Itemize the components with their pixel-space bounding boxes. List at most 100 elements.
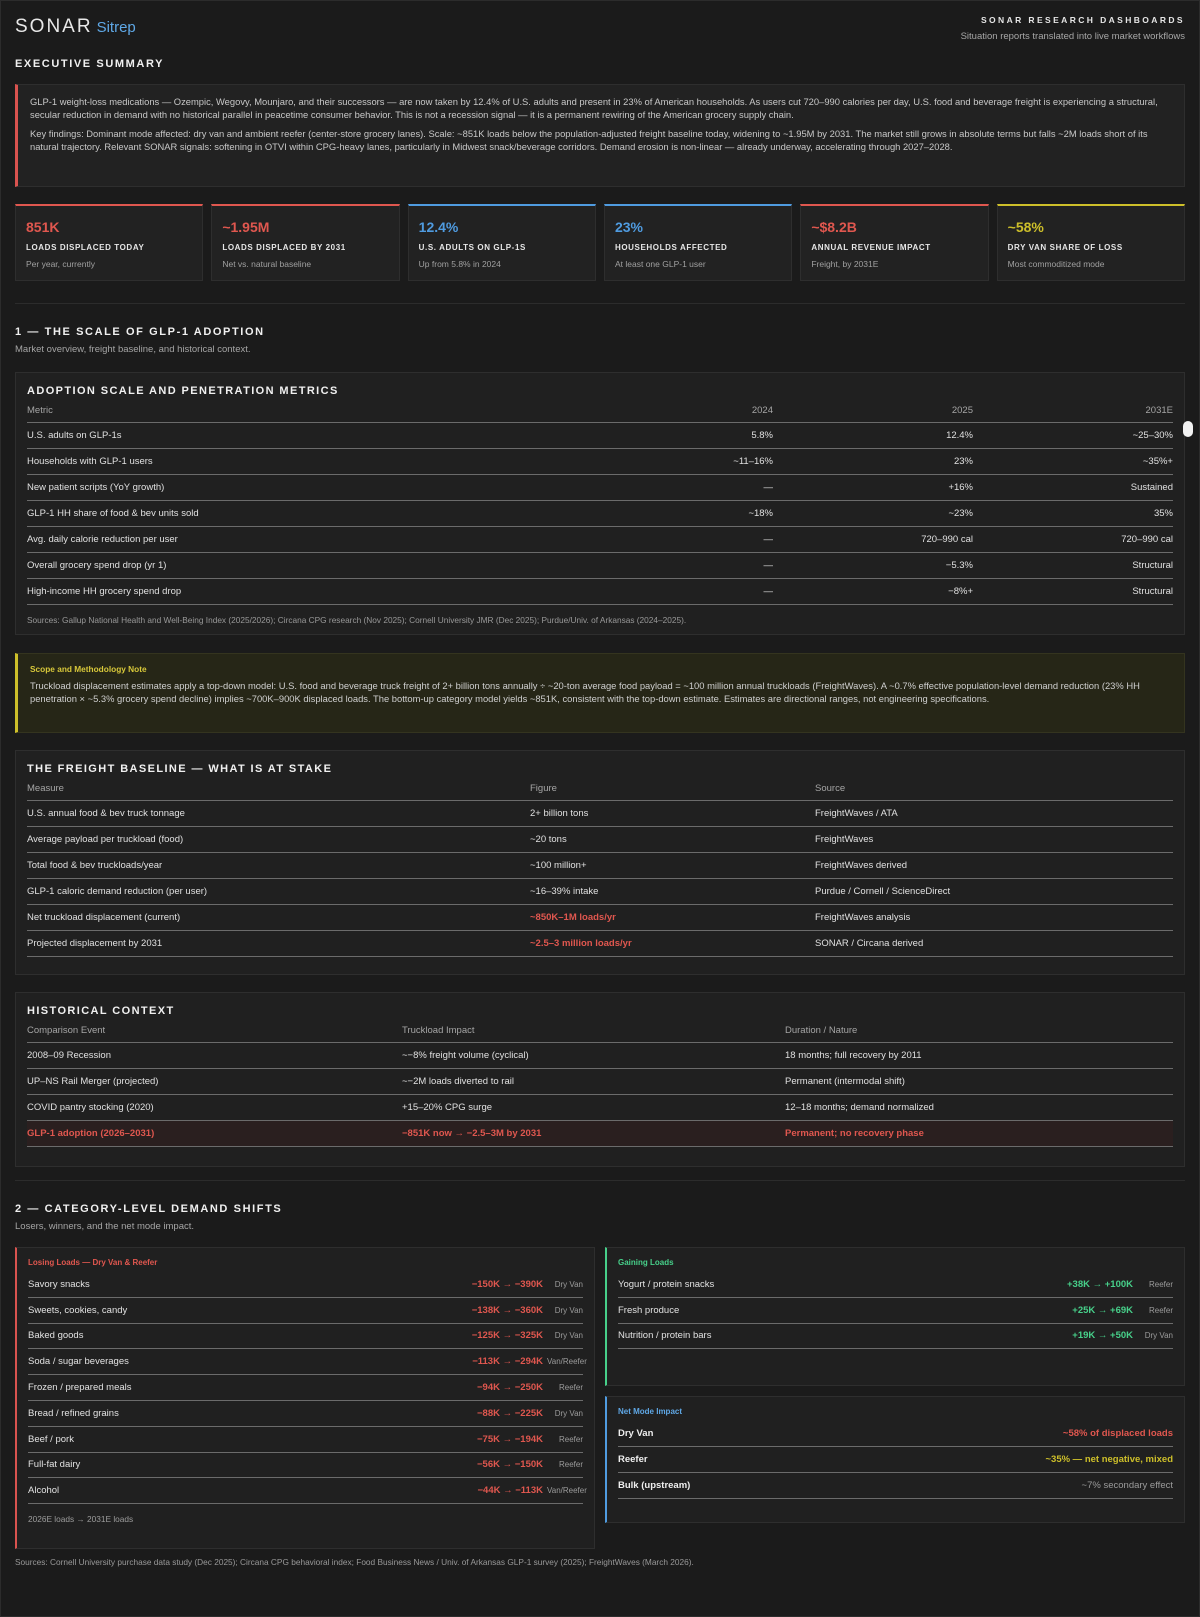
historical-table: Comparison Event Truckload Impact Durati… (27, 1025, 1173, 1147)
list-item: Soda / sugar beverages −113K → −294K Van/R… (28, 1349, 587, 1376)
mode-name: Dry Van (618, 1428, 654, 1439)
col-figure: Figure (530, 783, 815, 801)
col-duration: Duration / Nature (785, 1025, 1173, 1043)
top-bar: SONAR Sitrep SONAR RESEARCH DASHBOARDS Si… (15, 1, 1185, 47)
table-cell: 2008–09 Recession (27, 1042, 402, 1069)
kpi-subtext: Net vs. natural baseline (222, 259, 312, 269)
table-cell: — (613, 552, 773, 579)
table-cell: Net truckload displacement (current) (27, 904, 530, 931)
table-cell: Structural (973, 552, 1173, 579)
col-impact: Truckload Impact (402, 1025, 785, 1043)
kpi-subtext: At least one GLP-1 user (614, 259, 706, 269)
col-source: Source (815, 783, 1173, 801)
section1-subtitle: Market overview, freight baseline, and h… (15, 344, 251, 355)
table-cell: — (613, 526, 773, 553)
header-dashboards-title[interactable]: SONAR RESEARCH DASHBOARDS (980, 15, 1185, 25)
table-cell: Average payload per truckload (food) (27, 826, 530, 853)
table-row: Net truckload displacement (current) ~850… (27, 904, 1173, 931)
category-loads: −94K → −250K (476, 1382, 543, 1394)
kpi-label: HOUSEHOLDS AFFECTED (614, 243, 728, 252)
table-cell: GLP-1 HH share of food & bev units sold (27, 500, 613, 527)
historical-panel: HISTORICAL CONTEXT Comparison Event Truc… (15, 992, 1185, 1167)
list-item: Alcohol −44K → −113K Van/Reefer (28, 1478, 587, 1505)
list-item: Frozen / prepared meals −94K → −250K Reefe… (28, 1375, 583, 1401)
category-name: Frozen / prepared meals (28, 1382, 132, 1394)
list-item: Bread / refined grains −88K → −225K Dry Va… (28, 1401, 583, 1427)
list-item: Bulk (upstream) ~7% secondary effect (618, 1473, 1173, 1499)
table-cell: New patient scripts (YoY growth) (27, 474, 613, 501)
mode-name: Reefer (618, 1454, 648, 1465)
baseline-header-row: Measure Figure Source (27, 783, 1173, 801)
right-column: Gaining Loads Yogurt / protein snacks +38… (605, 1247, 1185, 1549)
gaining-loads-box: Gaining Loads Yogurt / protein snacks +38… (605, 1247, 1185, 1386)
category-mode: Reefer (1148, 1305, 1173, 1315)
mode-name: Bulk (upstream) (618, 1480, 691, 1491)
col-metric: Metric (27, 405, 613, 423)
category-mode: Van/Reefer (547, 1357, 587, 1367)
list-item: Full-fat dairy −56K → −150K Reefer (28, 1453, 583, 1479)
kpi-label: U.S. ADULTS ON GLP-1S (418, 243, 526, 252)
category-mode: Dry Van (554, 1408, 583, 1418)
table-row: UP–NS Rail Merger (projected) ~−2M loads … (27, 1068, 1173, 1095)
table-cell: ~20 tons (530, 826, 815, 853)
kpi-value: 12.4% (418, 219, 459, 235)
table-cell: 23% (773, 448, 973, 475)
kpi-label: ANNUAL REVENUE IMPACT (811, 243, 931, 252)
scroll-handle[interactable] (1183, 421, 1193, 437)
list-item: Sweets, cookies, candy −138K → −360K Dry V… (28, 1298, 583, 1324)
category-mode: Reefer (558, 1383, 583, 1393)
table-row: Avg. daily calorie reduction per user —72… (27, 526, 1173, 553)
table-cell: UP–NS Rail Merger (projected) (27, 1068, 402, 1095)
brand-logo[interactable]: SONAR Sitrep (15, 16, 136, 38)
category-loads: +19K → +50K (1072, 1330, 1133, 1342)
kpi-value: ~1.95M (222, 219, 270, 235)
category-loads: +25K → +69K (1072, 1304, 1133, 1316)
category-loads: −125K → −325K (471, 1330, 543, 1342)
kpi-card: 12.4% U.S. ADULTS ON GLP-1S Up from 5.8% i… (407, 204, 596, 281)
section2-subtitle: Losers, winners, and the net mode impact… (15, 1221, 195, 1232)
col-2031e: 2031E (973, 405, 1173, 423)
exec-summary-box: GLP-1 weight-loss medications — Ozempic,… (15, 84, 1185, 187)
table-cell: Total food & bev truckloads/year (27, 852, 530, 879)
losing-loads-list: Savory snacks −150K → −390K Dry Van Sweets,… (28, 1272, 587, 1505)
table-cell: +16% (773, 474, 973, 501)
category-name: Soda / sugar beverages (28, 1356, 129, 1368)
table-cell: ~25–30% (973, 422, 1173, 449)
table-row: U.S. adults on GLP-1s 5.8% 12.4% ~25–30% (27, 422, 1173, 449)
col-event: Comparison Event (27, 1025, 402, 1043)
table-cell: ~−2M loads diverted to rail (402, 1068, 785, 1095)
table-cell: GLP-1 caloric demand reduction (per user… (27, 878, 530, 905)
historical-header-row: Comparison Event Truckload Impact Durati… (27, 1025, 1173, 1043)
category-mode: Dry Van (554, 1305, 583, 1315)
table-cell: ~35%+ (973, 448, 1173, 475)
net-mode-list: Dry Van ~58% of displaced loads Reefer ~35%… (618, 1421, 1173, 1499)
baseline-title: THE FREIGHT BASELINE — WHAT IS AT STAKE (27, 763, 333, 775)
exec-summary-p1: GLP-1 weight-loss medications — Ozempic,… (30, 96, 1158, 120)
table-cell: — (613, 578, 773, 605)
list-item: Savory snacks −150K → −390K Dry Van (28, 1272, 583, 1298)
category-loads: −88K → −225K (476, 1407, 543, 1419)
category-loads: −150K → −390K (471, 1278, 543, 1290)
category-mode: Reefer (558, 1434, 583, 1444)
list-item: Reefer ~35% — net negative, mixed (618, 1447, 1173, 1473)
category-loads: −138K → −360K (471, 1304, 543, 1316)
list-item: Dry Van ~58% of displaced loads (618, 1421, 1173, 1447)
table-row: Average payload per truckload (food) ~20 … (27, 826, 1173, 853)
table-cell: FreightWaves analysis (815, 904, 1173, 931)
table-row: Overall grocery spend drop (yr 1) — −5.3% S… (27, 552, 1173, 579)
category-loads: −44K → −113K (477, 1485, 544, 1497)
table-cell: COVID pantry stocking (2020) (27, 1094, 402, 1121)
table-cell: +15–20% CPG surge (402, 1094, 785, 1121)
mode-share: ~7% secondary effect (1081, 1480, 1173, 1491)
table-cell: ~100 million+ (530, 852, 815, 879)
category-name: Bread / refined grains (28, 1407, 119, 1419)
kpi-card: ~$8.2B ANNUAL REVENUE IMPACT Freight, by 2… (800, 204, 989, 281)
table-row: U.S. annual food & bev truck tonnage 2+ b… (27, 800, 1173, 827)
table-cell: FreightWaves derived (815, 852, 1173, 879)
kpi-value: ~58% (1007, 219, 1044, 235)
exec-summary-title: EXECUTIVE SUMMARY (15, 58, 165, 70)
table-cell: ~16–39% intake (530, 878, 815, 905)
table-cell: Avg. daily calorie reduction per user (27, 526, 613, 553)
table-cell: FreightWaves (815, 826, 1173, 853)
table-cell: ~2.5–3 million loads/yr (530, 930, 815, 957)
